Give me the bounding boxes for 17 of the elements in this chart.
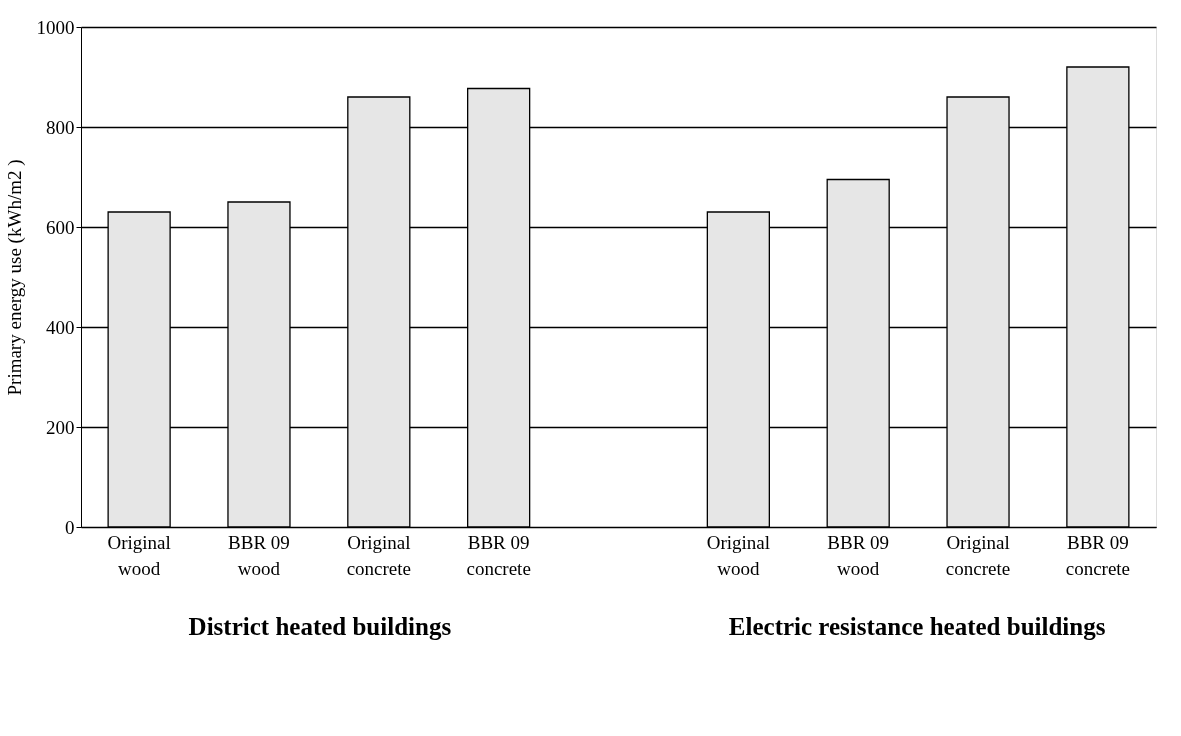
y-tick-label: 400: [46, 316, 75, 338]
x-tick-label: BBR 09 wood: [827, 531, 890, 579]
x-tick-label: BBR 09 wood: [228, 531, 290, 579]
y-tick-label: 0: [65, 516, 75, 538]
y-tick-label: 600: [46, 216, 75, 238]
x-tick-label: Original wood: [107, 531, 171, 579]
y-tick-label: 200: [46, 416, 75, 438]
text: District heated buildings: [188, 613, 452, 640]
x-tick-label: BBR 09 concrete: [1065, 531, 1131, 579]
x-tick-label: BBR 09 concrete: [466, 531, 531, 579]
x-tick-label: Original concrete: [346, 531, 411, 579]
y-tick-label: 1000: [36, 16, 75, 38]
y-axis-title: Primary energy use (kWh/m2 ): [3, 159, 26, 396]
x-tick-label: Original wood: [706, 531, 771, 579]
x-tick-label: Original concrete: [945, 531, 1011, 579]
y-tick-label: 800: [46, 116, 75, 138]
text: Electric resistance heated buildings: [728, 613, 1106, 640]
